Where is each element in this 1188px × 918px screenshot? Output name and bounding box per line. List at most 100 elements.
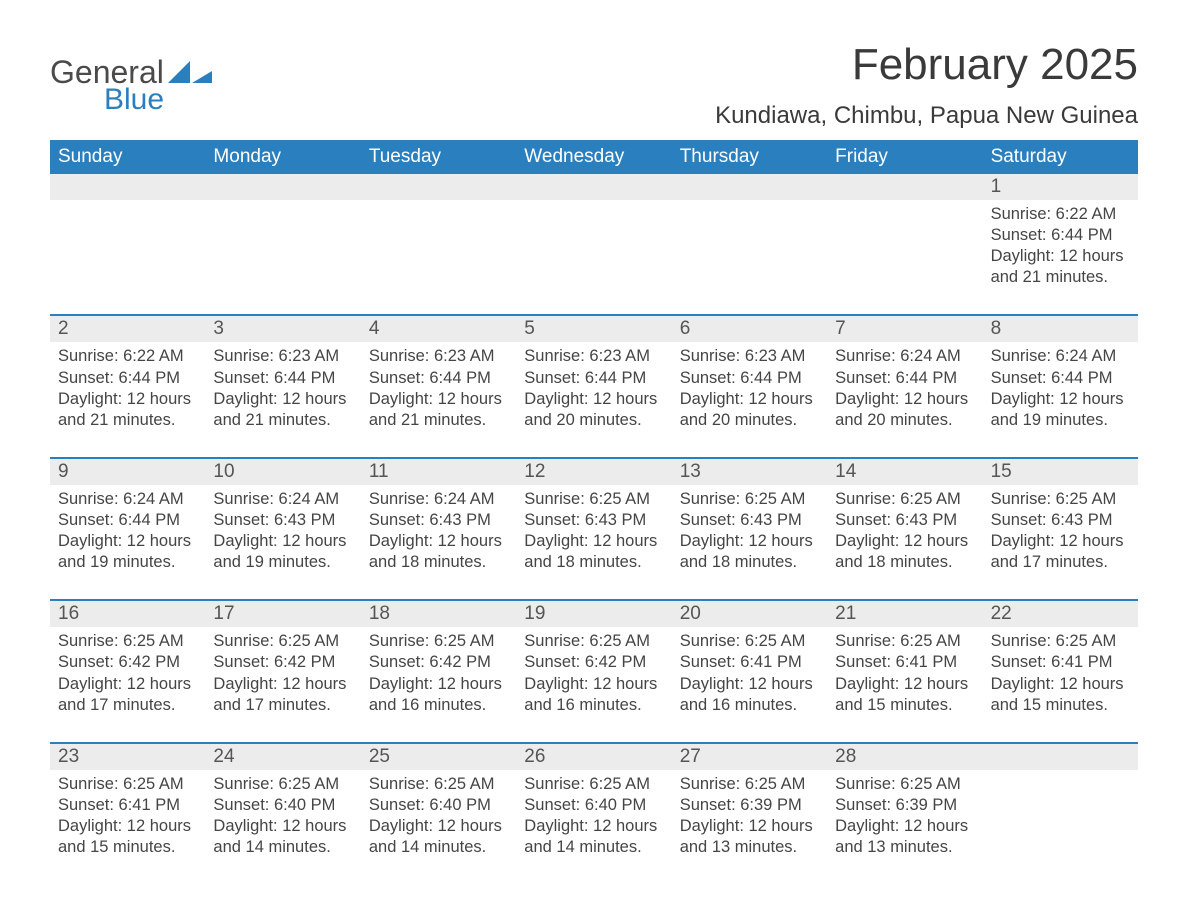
day-number: 8 xyxy=(983,316,1138,342)
daylight-text: Daylight: 12 hours and 19 minutes. xyxy=(58,531,197,573)
day-number: 2 xyxy=(50,316,205,342)
week-row: 1Sunrise: 6:22 AMSunset: 6:44 PMDaylight… xyxy=(50,174,1138,288)
day-number: 4 xyxy=(361,316,516,342)
day-cell: Sunrise: 6:25 AMSunset: 6:41 PMDaylight:… xyxy=(827,627,982,715)
day-cell: Sunrise: 6:23 AMSunset: 6:44 PMDaylight:… xyxy=(205,342,360,430)
sunrise-text: Sunrise: 6:25 AM xyxy=(680,631,819,652)
daylight-text: Daylight: 12 hours and 16 minutes. xyxy=(524,674,663,716)
sunset-text: Sunset: 6:42 PM xyxy=(524,652,663,673)
daylight-text: Daylight: 12 hours and 17 minutes. xyxy=(213,674,352,716)
sunset-text: Sunset: 6:44 PM xyxy=(991,225,1130,246)
day-cell: Sunrise: 6:22 AMSunset: 6:44 PMDaylight:… xyxy=(983,200,1138,288)
day-cell: Sunrise: 6:23 AMSunset: 6:44 PMDaylight:… xyxy=(672,342,827,430)
day-cell: Sunrise: 6:25 AMSunset: 6:42 PMDaylight:… xyxy=(361,627,516,715)
sunrise-text: Sunrise: 6:25 AM xyxy=(58,631,197,652)
day-number: 10 xyxy=(205,459,360,485)
sunrise-text: Sunrise: 6:25 AM xyxy=(835,489,974,510)
sunset-text: Sunset: 6:43 PM xyxy=(524,510,663,531)
day-cell xyxy=(361,200,516,288)
sunset-text: Sunset: 6:44 PM xyxy=(58,510,197,531)
sunset-text: Sunset: 6:41 PM xyxy=(835,652,974,673)
daylight-text: Daylight: 12 hours and 16 minutes. xyxy=(369,674,508,716)
day-cell xyxy=(983,770,1138,858)
sunset-text: Sunset: 6:44 PM xyxy=(680,368,819,389)
day-number: 17 xyxy=(205,601,360,627)
day-cell: Sunrise: 6:25 AMSunset: 6:41 PMDaylight:… xyxy=(983,627,1138,715)
weekday-header: Friday xyxy=(827,140,982,174)
calendar: SundayMondayTuesdayWednesdayThursdayFrid… xyxy=(50,140,1138,858)
sunrise-text: Sunrise: 6:25 AM xyxy=(213,631,352,652)
day-number: 23 xyxy=(50,744,205,770)
sunset-text: Sunset: 6:43 PM xyxy=(369,510,508,531)
day-number xyxy=(983,744,1138,770)
weekday-header: Saturday xyxy=(983,140,1138,174)
sunset-text: Sunset: 6:43 PM xyxy=(835,510,974,531)
sunset-text: Sunset: 6:40 PM xyxy=(213,795,352,816)
daylight-text: Daylight: 12 hours and 20 minutes. xyxy=(680,389,819,431)
day-number: 20 xyxy=(672,601,827,627)
sunset-text: Sunset: 6:41 PM xyxy=(680,652,819,673)
day-number xyxy=(361,174,516,200)
sunrise-text: Sunrise: 6:25 AM xyxy=(524,631,663,652)
day-content-row: Sunrise: 6:25 AMSunset: 6:41 PMDaylight:… xyxy=(50,770,1138,858)
daylight-text: Daylight: 12 hours and 15 minutes. xyxy=(58,816,197,858)
day-cell xyxy=(672,200,827,288)
day-number: 13 xyxy=(672,459,827,485)
daylight-text: Daylight: 12 hours and 13 minutes. xyxy=(680,816,819,858)
sunrise-text: Sunrise: 6:24 AM xyxy=(835,346,974,367)
sunrise-text: Sunrise: 6:25 AM xyxy=(991,489,1130,510)
page-header: General Blue February 2025 Kundiawa, Chi… xyxy=(50,40,1138,130)
sunset-text: Sunset: 6:41 PM xyxy=(58,795,197,816)
day-number xyxy=(50,174,205,200)
day-number xyxy=(516,174,671,200)
day-number xyxy=(672,174,827,200)
day-number: 27 xyxy=(672,744,827,770)
sunrise-text: Sunrise: 6:23 AM xyxy=(524,346,663,367)
sunset-text: Sunset: 6:44 PM xyxy=(991,368,1130,389)
day-cell: Sunrise: 6:24 AMSunset: 6:44 PMDaylight:… xyxy=(827,342,982,430)
sunrise-text: Sunrise: 6:25 AM xyxy=(213,774,352,795)
sunset-text: Sunset: 6:39 PM xyxy=(680,795,819,816)
day-cell: Sunrise: 6:23 AMSunset: 6:44 PMDaylight:… xyxy=(516,342,671,430)
day-number-row: 9101112131415 xyxy=(50,459,1138,485)
day-cell: Sunrise: 6:23 AMSunset: 6:44 PMDaylight:… xyxy=(361,342,516,430)
daylight-text: Daylight: 12 hours and 18 minutes. xyxy=(835,531,974,573)
day-cell: Sunrise: 6:25 AMSunset: 6:39 PMDaylight:… xyxy=(827,770,982,858)
day-cell xyxy=(516,200,671,288)
weekday-header: Thursday xyxy=(672,140,827,174)
day-cell: Sunrise: 6:22 AMSunset: 6:44 PMDaylight:… xyxy=(50,342,205,430)
sunrise-text: Sunrise: 6:23 AM xyxy=(213,346,352,367)
location-text: Kundiawa, Chimbu, Papua New Guinea xyxy=(715,102,1138,130)
day-number: 5 xyxy=(516,316,671,342)
daylight-text: Daylight: 12 hours and 21 minutes. xyxy=(991,246,1130,288)
day-number: 1 xyxy=(983,174,1138,200)
day-cell: Sunrise: 6:25 AMSunset: 6:41 PMDaylight:… xyxy=(672,627,827,715)
sunrise-text: Sunrise: 6:22 AM xyxy=(991,204,1130,225)
sunrise-text: Sunrise: 6:24 AM xyxy=(991,346,1130,367)
day-cell: Sunrise: 6:25 AMSunset: 6:42 PMDaylight:… xyxy=(516,627,671,715)
daylight-text: Daylight: 12 hours and 19 minutes. xyxy=(991,389,1130,431)
day-number: 18 xyxy=(361,601,516,627)
sunset-text: Sunset: 6:42 PM xyxy=(369,652,508,673)
month-title: February 2025 xyxy=(715,40,1138,90)
sunset-text: Sunset: 6:44 PM xyxy=(524,368,663,389)
day-number-row: 232425262728 xyxy=(50,744,1138,770)
sunset-text: Sunset: 6:44 PM xyxy=(213,368,352,389)
day-number-row: 2345678 xyxy=(50,316,1138,342)
day-number: 24 xyxy=(205,744,360,770)
day-cell xyxy=(50,200,205,288)
week-row: 232425262728 Sunrise: 6:25 AM Sunset: 6:41… xyxy=(50,742,1138,858)
day-cell: Sunrise: 6:24 AMSunset: 6:43 PMDaylight:… xyxy=(205,485,360,573)
daylight-text: Daylight: 12 hours and 16 minutes. xyxy=(680,674,819,716)
sunrise-text: Sunrise: 6:25 AM xyxy=(369,774,508,795)
sunrise-text: Sunrise: 6:25 AM xyxy=(835,631,974,652)
day-cell: Sunrise: 6:25 AMSunset: 6:42 PMDaylight:… xyxy=(205,627,360,715)
logo-text-blue: Blue xyxy=(104,83,214,117)
daylight-text: Daylight: 12 hours and 18 minutes. xyxy=(524,531,663,573)
day-cell: Sunrise: 6:24 AMSunset: 6:44 PMDaylight:… xyxy=(983,342,1138,430)
daylight-text: Daylight: 12 hours and 19 minutes. xyxy=(213,531,352,573)
sunset-text: Sunset: 6:43 PM xyxy=(213,510,352,531)
day-number: 21 xyxy=(827,601,982,627)
day-number-row: 1 xyxy=(50,174,1138,200)
day-content-row: Sunrise: 6:22 AMSunset: 6:44 PMDaylight:… xyxy=(50,200,1138,288)
